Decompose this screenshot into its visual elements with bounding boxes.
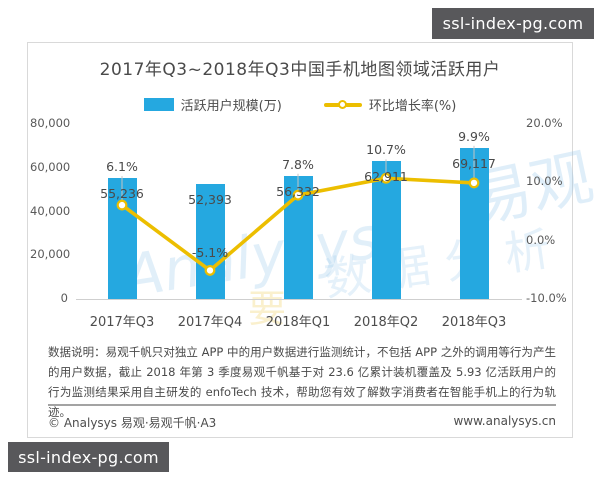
bar-value-label: 56,332: [276, 183, 320, 199]
bar-swatch-icon: [143, 98, 174, 111]
right-axis-tick: 0.0%: [526, 232, 556, 247]
chart-panel: 2017年Q3~2018年Q3中国手机地图领域活跃用户 活跃用户规模(万) 环比增…: [27, 42, 599, 438]
legend-label: 环比增长率(%): [368, 99, 457, 114]
left-axis-tick: 80,000: [30, 116, 71, 130]
bar-value-label: 55,236: [100, 186, 144, 202]
x-axis-label: 2017年Q4: [177, 315, 243, 330]
growth-pct-label: 9.9%: [458, 128, 490, 144]
website-text: www.analysys.cn: [453, 414, 556, 428]
watermark-text: ssl-index-pg.com: [442, 14, 584, 33]
x-axis-label: 2017年Q3: [89, 315, 155, 330]
data-note: 数据说明：易观千帆只对独立 APP 中的用户数据进行监测统计，不包括 APP 之…: [48, 345, 556, 419]
x-axis-label: 2018年Q3: [441, 315, 507, 330]
legend-label: 活跃用户规模(万): [180, 99, 282, 114]
right-axis-tick: 10.0%: [526, 174, 563, 189]
bar-value-label: 52,393: [188, 192, 232, 208]
background-watermark-cjk2: 数 据 分 析: [320, 221, 554, 307]
bar-value-label: 62,911: [364, 169, 408, 185]
legend-item-line: 环比增长率(%): [323, 95, 457, 114]
right-axis-tick: 20.0%: [526, 116, 563, 130]
background-watermark-script: Analysys: [119, 203, 384, 311]
growth-pct-label: 7.8%: [282, 156, 314, 172]
right-axis-tick: -10.0%: [526, 291, 567, 305]
chart-legend: 活跃用户规模(万) 环比增长率(%): [28, 95, 572, 114]
legend-item-bar: 活跃用户规模(万): [143, 95, 282, 114]
watermark-text: ssl-index-pg.com: [18, 447, 159, 467]
left-axis-tick: 40,000: [30, 203, 71, 218]
growth-pct-label: -5.1%: [191, 245, 229, 261]
watermark-badge-bottom: ssl-index-pg.com: [8, 442, 169, 472]
x-axis-label: 2018年Q1: [265, 315, 331, 330]
left-axis-tick: 60,000: [30, 159, 71, 174]
bar-value-label: 69,117: [452, 155, 496, 171]
line-swatch-icon: [323, 100, 362, 109]
growth-pct-label: 6.1%: [106, 159, 138, 175]
copyright-text: © Analysys 易观·易观千帆·A3: [48, 416, 217, 430]
left-axis-tick: 20,000: [30, 247, 71, 262]
x-axis-line: [76, 299, 522, 300]
growth-pct-label: 10.7%: [366, 142, 406, 158]
chart-title: 2017年Q3~2018年Q3中国手机地图领域活跃用户: [99, 60, 501, 80]
footer-row: © Analysys 易观·易观千帆·A3 www.analysys.cn: [48, 414, 556, 431]
footer-divider: [48, 404, 556, 406]
x-axis-label: 2018年Q2: [353, 315, 419, 330]
watermark-badge-top: ssl-index-pg.com: [432, 8, 594, 39]
left-axis-tick: 0: [60, 291, 68, 305]
